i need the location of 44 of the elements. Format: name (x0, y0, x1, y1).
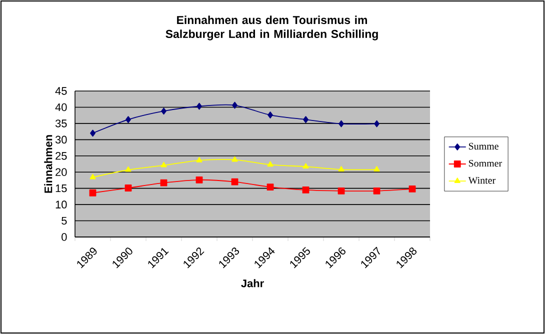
legend-label: Sommer (468, 160, 502, 167)
y-tick-label: 10 (56, 200, 67, 208)
point (408, 186, 416, 192)
point (196, 102, 202, 110)
y-axis-title: Einnahmen (44, 135, 52, 193)
point (124, 184, 132, 192)
y-tick-label: 20 (56, 168, 67, 176)
point (232, 102, 238, 109)
y-tick-label: 30 (55, 136, 67, 144)
point (125, 166, 132, 172)
legend-label: Winter (468, 177, 496, 184)
point (374, 166, 380, 172)
chart-title: Einnahmen aus dem Tourismus im Salzburger Land in Milliarden Schilling (166, 16, 378, 40)
point (90, 174, 96, 180)
point (373, 187, 380, 194)
point (231, 178, 238, 186)
point (196, 156, 202, 162)
point (374, 120, 380, 128)
y-tick-label: 15 (56, 184, 67, 192)
point (89, 189, 96, 196)
point (126, 116, 131, 123)
x-axis-title: Jahr (241, 279, 264, 288)
y-tick-label: 5 (62, 216, 67, 225)
legend-label: Summe (468, 142, 498, 150)
point (338, 120, 344, 128)
point (161, 108, 166, 115)
y-tick-label: 40 (55, 103, 67, 112)
point (302, 163, 309, 169)
y-tick-label: 25 (56, 152, 67, 160)
point (160, 179, 168, 186)
y-tick-label: 0 (62, 233, 67, 241)
point (268, 112, 273, 118)
point (267, 161, 274, 167)
point (196, 176, 203, 184)
point (266, 184, 274, 190)
point (302, 186, 310, 194)
point (90, 130, 96, 137)
point (303, 116, 308, 123)
point (338, 187, 345, 194)
point (160, 162, 167, 168)
y-tick-label: 45 (55, 87, 67, 95)
point (338, 166, 344, 172)
y-tick-label: 35 (55, 120, 67, 128)
point (232, 156, 238, 162)
